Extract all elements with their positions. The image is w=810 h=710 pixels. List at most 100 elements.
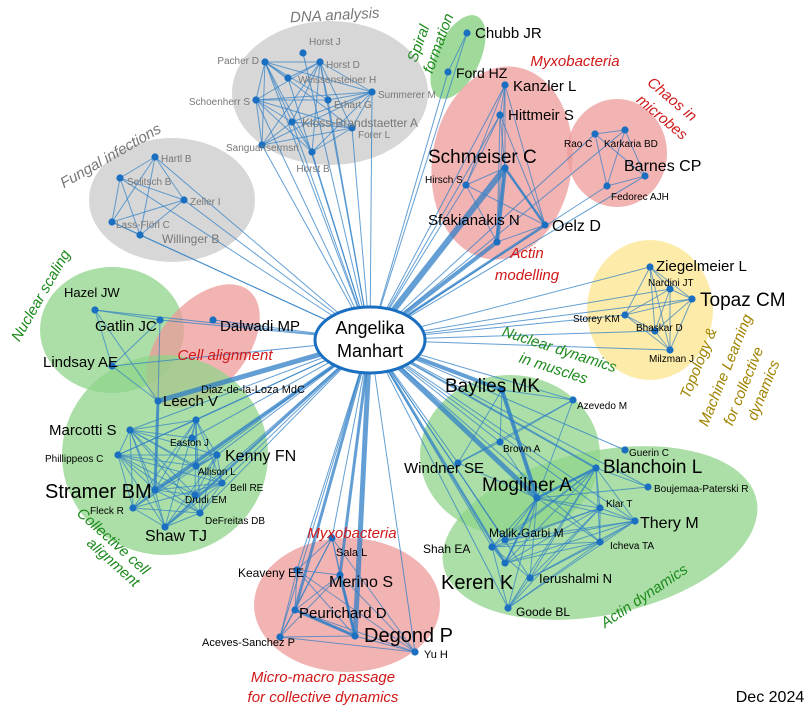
coauthor-edge bbox=[624, 298, 693, 316]
coauthor-edge bbox=[296, 537, 333, 571]
coauthor-edge bbox=[504, 520, 636, 564]
author-label: Diaz-de-la-Loza MdC bbox=[201, 384, 305, 396]
coauthor-edge bbox=[261, 121, 293, 146]
author-node bbox=[213, 451, 221, 459]
coauthor-edge bbox=[216, 454, 223, 484]
cluster-label-cell-alignment: Cell alignment bbox=[177, 347, 273, 364]
hub-edge bbox=[132, 339, 371, 509]
author-node bbox=[462, 181, 470, 189]
author-node bbox=[291, 606, 299, 614]
author-node bbox=[293, 566, 301, 574]
author-label: Lass-Flörl C bbox=[116, 220, 170, 231]
strong-coauthor-edge bbox=[503, 167, 547, 226]
coauthor-edge bbox=[491, 541, 601, 548]
hub-edge bbox=[279, 339, 371, 638]
center-node: Angelika Manhart bbox=[313, 305, 427, 375]
coauthor-edge bbox=[261, 61, 321, 146]
author-node bbox=[493, 238, 501, 246]
author-label: Merino S bbox=[329, 574, 393, 591]
hub-edge bbox=[369, 339, 636, 522]
hub-edge bbox=[255, 99, 371, 341]
author-label: Schmeiser C bbox=[428, 147, 537, 168]
author-label: Schoenherr S bbox=[189, 97, 250, 108]
coauthor-edge bbox=[261, 61, 266, 146]
hub-edge bbox=[369, 133, 596, 341]
author-node bbox=[688, 295, 696, 303]
author-node bbox=[196, 509, 204, 517]
author-label: Ierushalmi N bbox=[539, 571, 612, 586]
coauthor-edge bbox=[132, 507, 166, 528]
author-node bbox=[218, 479, 226, 487]
author-label: Thery M bbox=[640, 515, 699, 532]
coauthor-edge bbox=[529, 507, 601, 579]
author-label: Blanchoin L bbox=[603, 457, 702, 478]
author-label: Icheva TA bbox=[610, 541, 654, 552]
hub-edge bbox=[369, 32, 468, 341]
coauthor-edge bbox=[154, 489, 196, 496]
strong-coauthor-edge bbox=[504, 497, 538, 564]
hub-edge bbox=[293, 339, 372, 611]
coauthor-edge bbox=[291, 91, 373, 123]
coauthor-edge bbox=[624, 314, 656, 332]
author-label: Boujemaa-Paterski R bbox=[654, 484, 748, 495]
author-node bbox=[192, 416, 200, 424]
hub-edge bbox=[119, 177, 371, 341]
author-node bbox=[488, 543, 496, 551]
author-node bbox=[276, 633, 284, 641]
coauthor-edge bbox=[499, 114, 506, 169]
author-node bbox=[646, 263, 654, 271]
author-label: Goode BL bbox=[516, 605, 570, 619]
hub-edge bbox=[369, 339, 601, 543]
coauthor-edge bbox=[119, 156, 156, 179]
author-label: Selitsch B bbox=[127, 177, 172, 188]
coauthor-edge bbox=[296, 569, 356, 637]
center-name-line1: Angelika bbox=[335, 318, 405, 338]
hub-edges bbox=[94, 32, 693, 653]
coauthor-edge bbox=[129, 429, 196, 496]
hub-edge bbox=[369, 175, 646, 341]
author-node bbox=[126, 426, 134, 434]
coauthor-edge bbox=[279, 569, 298, 638]
author-label: Bhaskar D bbox=[636, 323, 683, 334]
strong-coauthor-edge bbox=[338, 574, 357, 637]
author-label: DeFreitas DB bbox=[205, 516, 265, 527]
author-label: Stramer BM bbox=[45, 481, 152, 503]
author-label: Hartl B bbox=[161, 154, 192, 165]
author-label: Shah EA bbox=[423, 542, 470, 556]
author-node bbox=[569, 396, 577, 404]
hub-edge bbox=[369, 129, 626, 341]
coauthor-edge bbox=[507, 541, 601, 609]
coauthor-edge bbox=[654, 330, 671, 351]
cluster-label-actin-mod-2: modelling bbox=[495, 267, 560, 284]
author-label: Nardini JT bbox=[648, 278, 694, 289]
author-node bbox=[621, 311, 629, 319]
author-node bbox=[108, 362, 116, 370]
coauthor-edge bbox=[536, 399, 574, 499]
author-node bbox=[191, 491, 199, 499]
author-label: Baylies MK bbox=[445, 376, 540, 397]
hub-edge bbox=[369, 91, 373, 341]
author-node bbox=[591, 130, 599, 138]
coauthor-edge bbox=[111, 319, 161, 367]
author-node bbox=[252, 96, 260, 104]
coauthor-edge bbox=[94, 309, 159, 402]
hub-edge bbox=[368, 339, 507, 564]
coauthor-edge bbox=[595, 467, 636, 522]
coauthor-edge bbox=[154, 156, 185, 201]
coauthor-edge bbox=[499, 114, 546, 226]
author-label: Lindsay AE bbox=[43, 354, 118, 371]
coauthor-edge bbox=[465, 114, 501, 186]
author-nodes bbox=[91, 29, 696, 656]
hub-edge bbox=[352, 339, 373, 637]
author-node bbox=[444, 68, 452, 76]
coauthor-edge bbox=[499, 84, 506, 116]
author-label: Allison L bbox=[198, 467, 236, 478]
author-node bbox=[498, 386, 506, 394]
author-node bbox=[501, 81, 509, 89]
author-node bbox=[188, 434, 196, 442]
coauthor-edge bbox=[294, 574, 341, 611]
cluster-label-myxo-top: Myxobacteria bbox=[530, 53, 619, 70]
coauthor-edge bbox=[264, 61, 293, 123]
coauthor-edge bbox=[649, 266, 693, 300]
